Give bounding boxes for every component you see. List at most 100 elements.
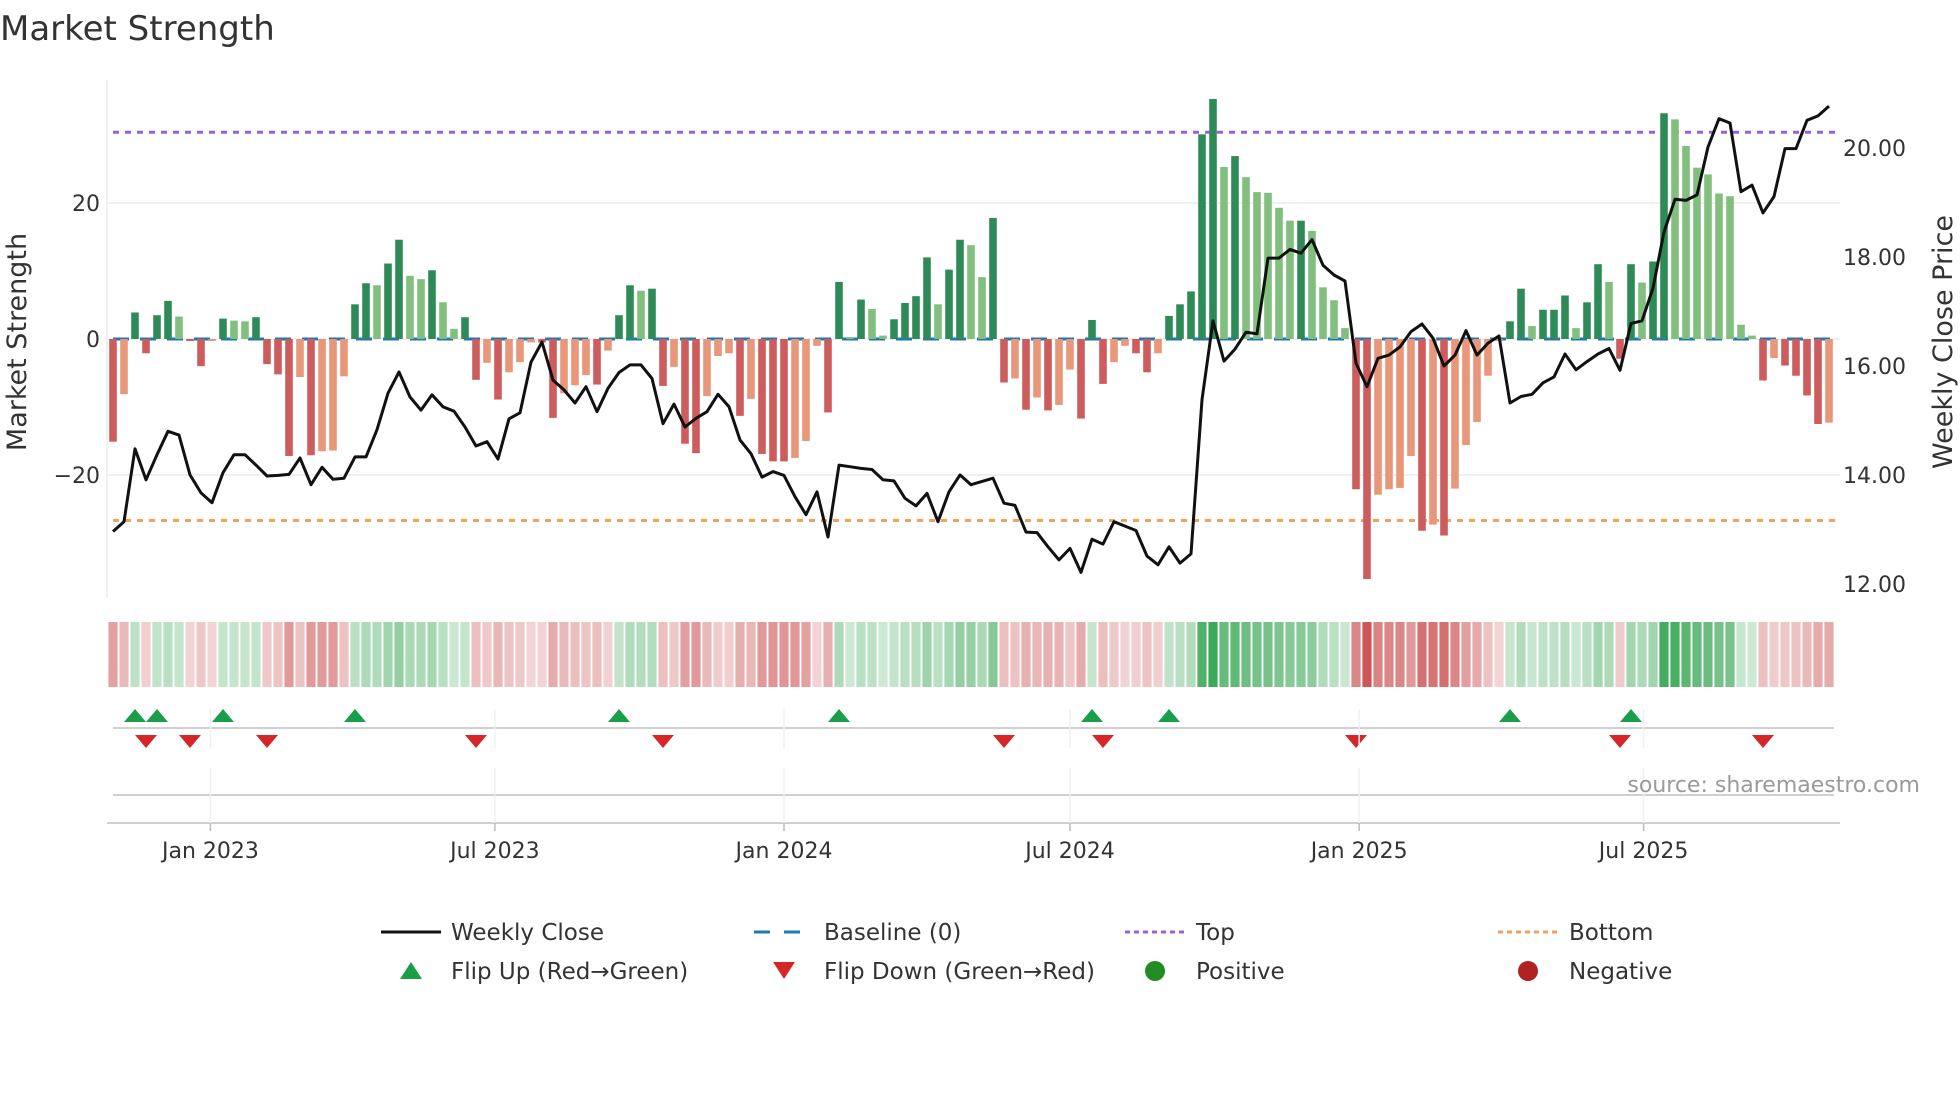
heatmap-cell bbox=[889, 622, 899, 687]
strength-bar bbox=[604, 339, 612, 351]
strength-bar bbox=[780, 339, 788, 462]
heatmap-cell bbox=[306, 622, 316, 687]
heatmap-cell bbox=[1164, 622, 1174, 687]
strength-bar bbox=[417, 279, 425, 339]
heatmap-cell bbox=[1736, 622, 1746, 687]
flip-markers-panel bbox=[113, 709, 1834, 796]
heatmap-cell bbox=[394, 622, 404, 687]
heatmap-cell bbox=[647, 622, 657, 687]
strength-bar bbox=[1825, 339, 1833, 423]
legend: Weekly Close Baseline (0) Top Bottom Flip Up… bbox=[381, 920, 1672, 985]
strength-bar bbox=[1022, 339, 1030, 410]
strength-bar bbox=[450, 328, 458, 339]
heatmap-cell bbox=[559, 622, 569, 687]
strength-heatmap-strip bbox=[108, 622, 1834, 687]
x-tick-label: Jul 2024 bbox=[1023, 839, 1115, 864]
strength-bar bbox=[835, 281, 843, 339]
heatmap-cell bbox=[790, 622, 800, 687]
heatmap-cell bbox=[1373, 622, 1383, 687]
legend-label: Top bbox=[1195, 920, 1235, 946]
legend-item-top: Top bbox=[1125, 920, 1235, 946]
strength-bar bbox=[230, 320, 238, 339]
heatmap-cell bbox=[482, 622, 492, 687]
heatmap-cell bbox=[1131, 622, 1141, 687]
flip-down-marker bbox=[993, 735, 1015, 748]
strength-bar bbox=[989, 217, 997, 339]
legend-label: Flip Down (Green→Red) bbox=[824, 959, 1095, 985]
strength-bar bbox=[1814, 339, 1822, 424]
strength-bar bbox=[1396, 339, 1404, 488]
flip-up-marker bbox=[146, 709, 168, 722]
heatmap-cell bbox=[1296, 622, 1306, 687]
strength-bar bbox=[1682, 145, 1690, 339]
heatmap-cell bbox=[460, 622, 470, 687]
strength-bar bbox=[483, 339, 491, 363]
heatmap-cell bbox=[1516, 622, 1526, 687]
strength-bar bbox=[1341, 328, 1349, 339]
heatmap-cell bbox=[1109, 622, 1119, 687]
strength-bar bbox=[1143, 339, 1151, 373]
heatmap-cell bbox=[328, 622, 338, 687]
reference-lines bbox=[113, 130, 1840, 523]
x-tick-label: Jan 2024 bbox=[734, 839, 833, 864]
strength-bar bbox=[956, 239, 964, 339]
heatmap-cell bbox=[1263, 622, 1273, 687]
heatmap-cell bbox=[1065, 622, 1075, 687]
circle-icon bbox=[1518, 961, 1538, 981]
heatmap-cell bbox=[1560, 622, 1570, 687]
strength-bar bbox=[1594, 264, 1602, 339]
strength-bar bbox=[340, 339, 348, 377]
heatmap-cell bbox=[878, 622, 888, 687]
heatmap-cell bbox=[537, 622, 547, 687]
heatmap-cell bbox=[922, 622, 932, 687]
strength-bar bbox=[1066, 339, 1074, 370]
strength-bar bbox=[681, 339, 689, 444]
heatmap-cell bbox=[1538, 622, 1548, 687]
strength-bar bbox=[285, 339, 293, 456]
heatmap-cell bbox=[273, 622, 283, 687]
weekly-close-polyline bbox=[112, 104, 1830, 574]
heatmap-cell bbox=[1384, 622, 1394, 687]
heatmap-cell bbox=[361, 622, 371, 687]
strength-bar bbox=[1737, 324, 1745, 339]
legend-item-flip-up: Flip Up (Red→Green) bbox=[400, 959, 688, 985]
heatmap-cell bbox=[713, 622, 723, 687]
strength-bar bbox=[736, 339, 744, 416]
strength-bar bbox=[1715, 193, 1723, 339]
heatmap-cell bbox=[1087, 622, 1097, 687]
strength-bar bbox=[648, 288, 656, 339]
heatmap-cell bbox=[1285, 622, 1295, 687]
heatmap-cell bbox=[1032, 622, 1042, 687]
strength-bar bbox=[1385, 339, 1393, 490]
strength-bar bbox=[219, 318, 227, 339]
heatmap-cell bbox=[1659, 622, 1669, 687]
strength-bar bbox=[1429, 339, 1437, 525]
y2-tick-label: 12.00 bbox=[1843, 573, 1906, 598]
strength-bar bbox=[1792, 339, 1800, 376]
strength-bar bbox=[978, 277, 986, 339]
strength-bar bbox=[296, 339, 304, 378]
strength-bar bbox=[1770, 339, 1778, 359]
heatmap-cell bbox=[955, 622, 965, 687]
heatmap-cell bbox=[1274, 622, 1284, 687]
heatmap-cell bbox=[1395, 622, 1405, 687]
legend-item-baseline: Baseline (0) bbox=[754, 920, 961, 946]
heatmap-cell bbox=[1615, 622, 1625, 687]
flip-down-marker bbox=[465, 735, 487, 748]
strength-bar bbox=[813, 339, 821, 346]
heatmap-cell bbox=[658, 622, 668, 687]
strength-bar bbox=[582, 339, 590, 376]
heatmap-cell bbox=[416, 622, 426, 687]
heatmap-cell bbox=[108, 622, 118, 687]
strength-bar bbox=[395, 239, 403, 339]
strength-bar bbox=[879, 335, 887, 339]
heatmap-cell bbox=[1472, 622, 1482, 687]
strength-bar bbox=[1033, 339, 1041, 398]
heatmap-cell bbox=[1252, 622, 1262, 687]
flip-up-marker bbox=[828, 709, 850, 722]
legend-label: Positive bbox=[1196, 959, 1285, 985]
strength-bar bbox=[912, 296, 920, 339]
strength-bar bbox=[725, 339, 733, 354]
x-axis: Jan 2023 Jul 2023 Jan 2024 Jul 2024 Jan 2025… bbox=[107, 709, 1840, 864]
flip-down-marker bbox=[256, 735, 278, 748]
